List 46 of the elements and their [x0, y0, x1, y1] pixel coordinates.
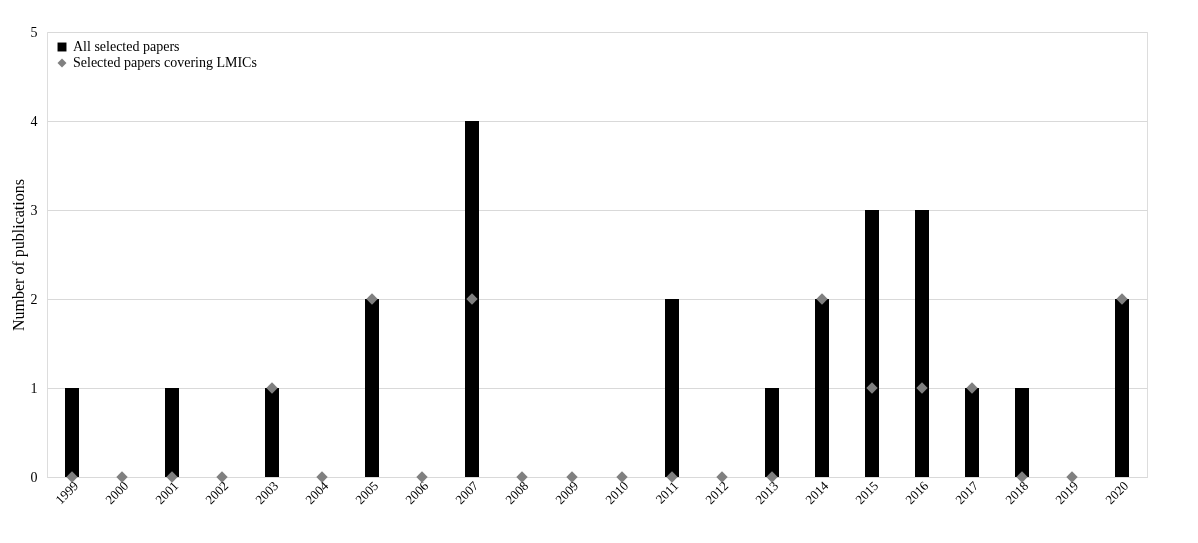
point — [1066, 471, 1078, 483]
bar — [465, 121, 479, 477]
y-tick-label: 3 — [30, 202, 38, 218]
point — [1016, 471, 1028, 483]
point — [416, 471, 428, 483]
point — [816, 293, 828, 305]
point — [516, 471, 528, 483]
bar — [365, 299, 379, 477]
y-axis-title: Number of publications — [9, 179, 28, 331]
y-tick-label: 2 — [30, 291, 38, 307]
point — [666, 471, 678, 483]
legend-label: Selected papers covering LMICs — [73, 55, 257, 70]
legend-label: All selected papers — [73, 39, 180, 54]
y-tick-label: 1 — [30, 380, 38, 396]
point — [66, 471, 78, 483]
y-tick-label: 5 — [30, 24, 38, 40]
bar — [665, 299, 679, 477]
point — [216, 471, 228, 483]
bar — [1015, 388, 1029, 477]
point — [566, 471, 578, 483]
bar — [265, 388, 279, 477]
point — [716, 471, 728, 483]
y-tick-label: 0 — [30, 469, 38, 485]
y-tick-label: 4 — [30, 113, 38, 129]
point — [866, 382, 878, 394]
bar — [965, 388, 979, 477]
bar — [915, 210, 929, 477]
point — [266, 382, 278, 394]
point — [616, 471, 628, 483]
point — [916, 382, 928, 394]
point — [366, 293, 378, 305]
point — [966, 382, 978, 394]
bar — [815, 299, 829, 477]
bar — [765, 388, 779, 477]
bar — [1115, 299, 1129, 477]
point — [766, 471, 778, 483]
point — [166, 471, 178, 483]
point — [466, 293, 478, 305]
x-tick-label: 2011 — [652, 478, 682, 507]
x-tick-label: 1999 — [52, 478, 82, 508]
point — [316, 471, 328, 483]
bar — [865, 210, 879, 477]
point — [1116, 293, 1128, 305]
bar — [165, 388, 179, 477]
bar — [65, 388, 79, 477]
point — [116, 471, 128, 483]
